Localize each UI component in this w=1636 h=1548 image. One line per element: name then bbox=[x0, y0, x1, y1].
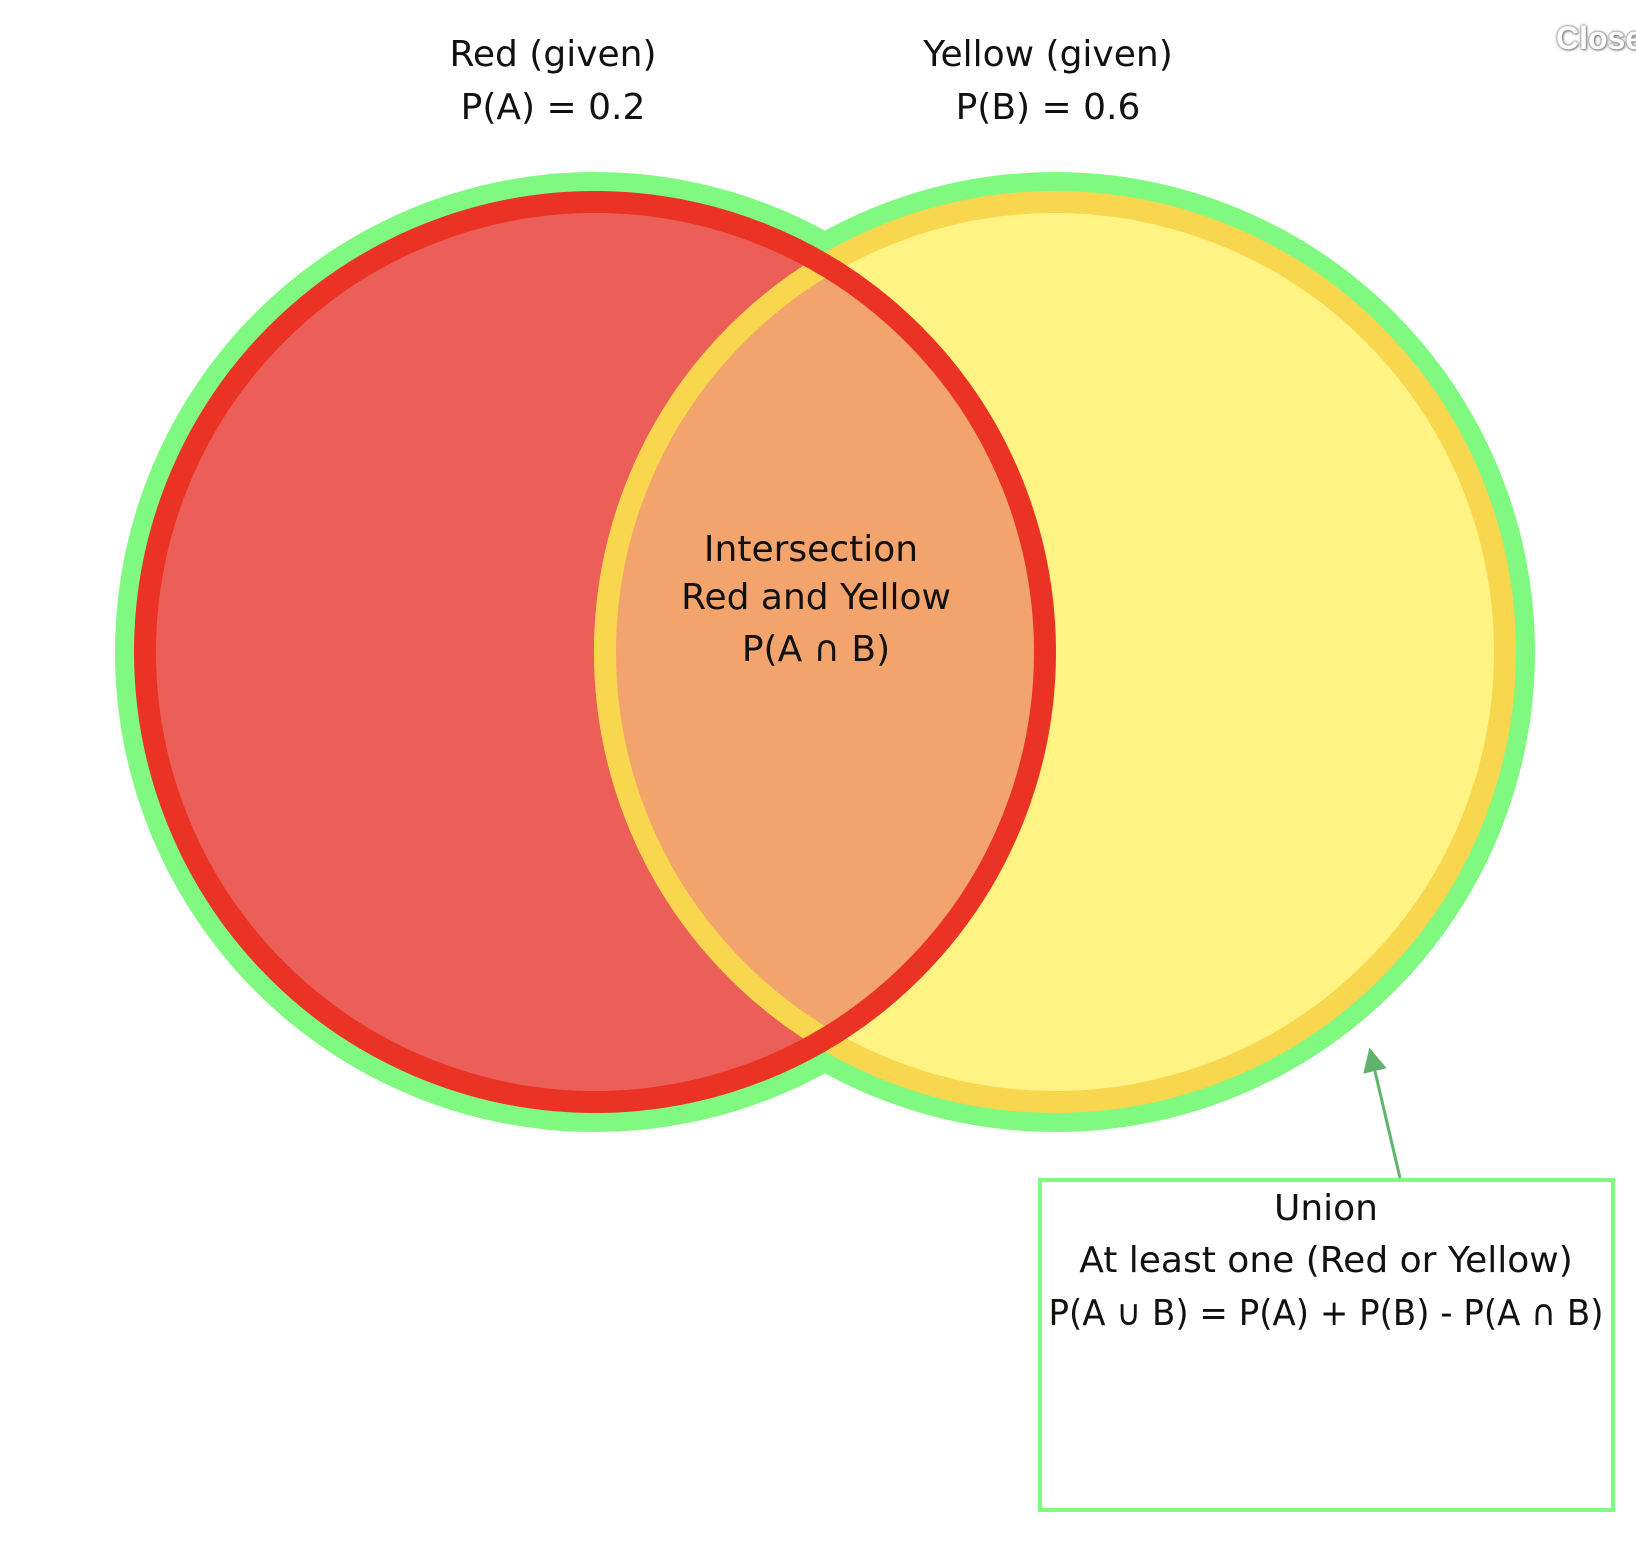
set-a-name: Red (given) bbox=[449, 34, 656, 75]
union-formula: P(A ∪ B) = P(A) + P(B) - P(A ∩ B) bbox=[1049, 1293, 1604, 1334]
union-box bbox=[1038, 1178, 1615, 1512]
intersection-title: Intersection bbox=[704, 529, 918, 570]
close-button[interactable]: Close bbox=[1556, 20, 1636, 56]
set-b-probability: P(B) = 0.6 bbox=[956, 87, 1141, 128]
set-a-probability: P(A) = 0.2 bbox=[461, 87, 646, 128]
intersection-region bbox=[594, 202, 1045, 1102]
set-b-name: Yellow (given) bbox=[922, 34, 1173, 75]
set-a-border bbox=[134, 191, 1056, 1113]
intersection-subtitle: Red and Yellow bbox=[681, 577, 951, 618]
union-title: Union bbox=[1274, 1188, 1378, 1229]
union-subtitle: At least one (Red or Yellow) bbox=[1079, 1240, 1573, 1281]
intersection-formula: P(A ∩ B) bbox=[742, 629, 890, 670]
union-arrow bbox=[1363, 1047, 1402, 1179]
